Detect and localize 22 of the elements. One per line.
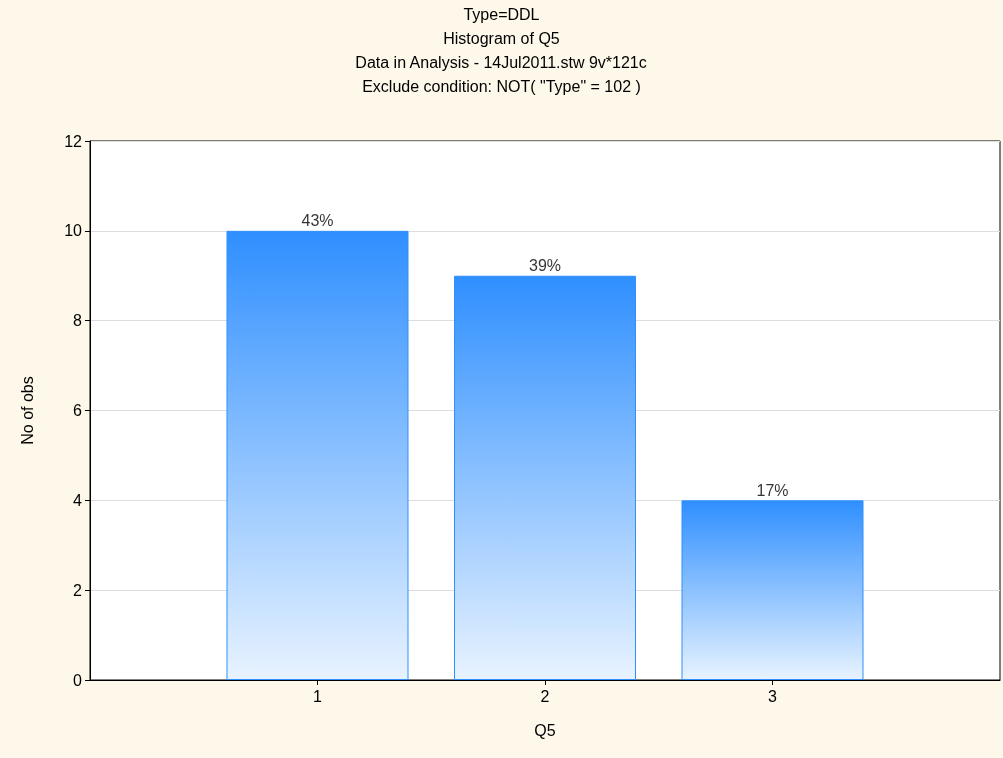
y-tick-label: 8: [73, 312, 83, 330]
y-tick-label: 0: [73, 671, 83, 689]
bar: [454, 275, 636, 680]
x-tick-label: 3: [768, 687, 778, 705]
y-tick-label: 4: [73, 491, 83, 509]
x-axis-title: Q5: [534, 721, 556, 739]
chart-subtitle: Histogram of Q5: [443, 29, 560, 47]
chart-title: Type=DDL: [463, 5, 540, 23]
x-tick-label: 2: [540, 687, 550, 705]
x-tick-label: 1: [313, 687, 323, 705]
annotation: 17%: [756, 481, 789, 499]
y-tick-label: 6: [73, 402, 83, 419]
annotation: 43%: [301, 212, 334, 230]
y-axis-title: No of obs: [18, 376, 36, 445]
text: Exclude condition: NOT( "Type" = 102 ): [362, 77, 641, 95]
bar: [226, 230, 409, 680]
y-tick-label: 2: [73, 581, 83, 599]
y-tick-label: 12: [64, 132, 83, 150]
y-tick-label: 10: [64, 222, 83, 240]
bar: [681, 500, 864, 680]
text: Data in Analysis - 14Jul2011.stw 9v*121c: [355, 53, 647, 71]
annotation: 39%: [528, 257, 562, 275]
